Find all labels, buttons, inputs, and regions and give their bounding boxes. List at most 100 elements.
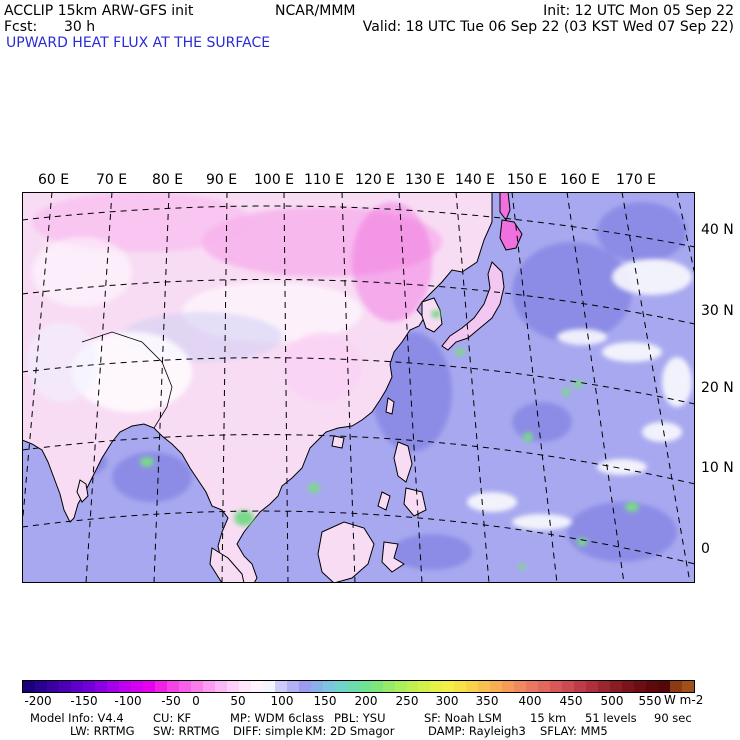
land-interior-shading	[27, 192, 442, 412]
colorbar-swatch	[466, 681, 479, 692]
model-info-item: 51 levels	[585, 711, 637, 725]
colorbar-swatch	[622, 681, 635, 692]
colorbar-tick-label: 350	[475, 694, 499, 708]
valid-time: Valid: 18 UTC Tue 06 Sep 22 (03 KST Wed …	[362, 19, 734, 35]
colorbar-swatch	[478, 681, 491, 692]
colorbar-swatch	[178, 681, 191, 692]
colorbar-swatch	[274, 681, 287, 692]
colorbar-tick-label: 500	[600, 694, 624, 708]
colorbar-tick-label: -200	[24, 694, 52, 708]
colorbar-swatch	[322, 681, 335, 692]
longitude-label: 90 E	[206, 172, 238, 188]
land-hainan	[331, 435, 345, 449]
colorbar-swatch	[538, 681, 551, 692]
model-info-item: MP: WDM 6class	[230, 711, 325, 725]
land-sakhalin	[499, 192, 511, 222]
land-borneo	[317, 521, 375, 583]
model-info-item: CU: KF	[153, 711, 192, 725]
latitude-label: 10 N	[701, 460, 734, 476]
colorbar-swatch	[286, 681, 299, 692]
longitude-label: 140 E	[455, 172, 496, 188]
colorbar-swatch	[658, 681, 671, 692]
colorbar-tick-label: 250	[395, 694, 419, 708]
colorbar-swatch	[430, 681, 443, 692]
colorbar-unit: W m-2	[664, 693, 704, 707]
latitude-label: 0	[701, 541, 710, 557]
model-info-item: SW: RRTMG	[153, 724, 220, 738]
center-org: NCAR/MMM	[275, 3, 356, 19]
colorbar-swatch	[82, 681, 95, 692]
model-info-item: 15 km	[530, 711, 567, 725]
model-info-item: DIFF: simple	[233, 724, 304, 738]
colorbar-swatch	[526, 681, 539, 692]
colorbar-swatch	[262, 681, 275, 692]
model-info-item: SFLAY: MM5	[540, 724, 608, 738]
colorbar-tick-label: 400	[518, 694, 542, 708]
colorbar-swatch	[202, 681, 215, 692]
colorbar-swatch	[670, 681, 683, 692]
colorbar-swatch	[250, 681, 263, 692]
colorbar-swatch	[370, 681, 383, 692]
longitude-label: 110 E	[304, 172, 345, 188]
colorbar-swatch	[418, 681, 431, 692]
colorbar-swatch	[214, 681, 227, 692]
land-sri-lanka	[76, 479, 89, 503]
colorbar-swatch	[154, 681, 167, 692]
colorbar	[22, 680, 695, 693]
model-info-item: PBL: YSU	[334, 711, 386, 725]
colorbar-swatch	[574, 681, 587, 692]
colorbar-swatch	[23, 681, 35, 692]
colorbar-swatch	[610, 681, 623, 692]
longitude-label: 100 E	[254, 172, 295, 188]
colorbar-swatch	[46, 681, 59, 692]
longitude-label: 130 E	[405, 172, 446, 188]
colorbar-swatch	[598, 681, 611, 692]
colorbar-swatch	[346, 681, 359, 692]
model-info-item: DAMP: Rayleigh3	[428, 724, 526, 738]
colorbar-swatch	[442, 681, 455, 692]
heat-flux-map	[22, 192, 695, 583]
model-info-item: LW: RRTMG	[70, 724, 135, 738]
colorbar-swatch	[142, 681, 155, 692]
positive-flux-spots	[140, 310, 639, 570]
ocean-white-patches	[467, 259, 692, 530]
colorbar-swatch	[358, 681, 371, 692]
colorbar-swatch	[310, 681, 323, 692]
graticule	[22, 192, 695, 583]
colorbar-swatch	[634, 681, 647, 692]
model-info-item: KM: 2D Smagor	[305, 724, 395, 738]
colorbar-swatch	[130, 681, 143, 692]
colorbar-tick-label: 150	[313, 694, 337, 708]
colorbar-tick-label: 450	[559, 694, 583, 708]
colorbar-swatch	[70, 681, 83, 692]
colorbar-swatch	[490, 681, 503, 692]
model-title: ACCLIP 15km ARW-GFS init	[4, 3, 194, 19]
colorbar-tick-label: -100	[114, 694, 142, 708]
colorbar-swatch	[502, 681, 515, 692]
longitude-label: 170 E	[616, 172, 657, 188]
colorbar-swatch	[586, 681, 599, 692]
longitude-label: 70 E	[96, 172, 128, 188]
colorbar-tick-label: 0	[192, 694, 200, 708]
latitude-label: 40 N	[701, 222, 734, 238]
colorbar-tick-label: 200	[354, 694, 378, 708]
colorbar-tick-label: 550	[638, 694, 662, 708]
colorbar-swatch	[226, 681, 239, 692]
longitude-label: 160 E	[560, 172, 601, 188]
longitude-label: 80 E	[152, 172, 184, 188]
colorbar-tick-label: 50	[230, 694, 246, 708]
colorbar-ticks: -200 -150 -100 -50 0 50 100 150 200 250 300 350 400 4…	[0, 694, 740, 708]
colorbar-swatch	[298, 681, 311, 692]
land-japan	[441, 261, 505, 351]
latitude-label: 20 N	[701, 380, 734, 396]
longitude-label: 120 E	[355, 172, 396, 188]
fcst-label: Fcst:	[4, 19, 38, 35]
colorbar-swatch	[550, 681, 563, 692]
model-info-item: SF: Noah LSM	[424, 711, 502, 725]
colorbar-swatch	[106, 681, 119, 692]
model-info-item: 90 sec	[654, 711, 692, 725]
colorbar-tick-label: -50	[161, 694, 181, 708]
colorbar-swatch	[562, 681, 575, 692]
colorbar-tick-label: 300	[435, 694, 459, 708]
colorbar-swatch	[94, 681, 107, 692]
